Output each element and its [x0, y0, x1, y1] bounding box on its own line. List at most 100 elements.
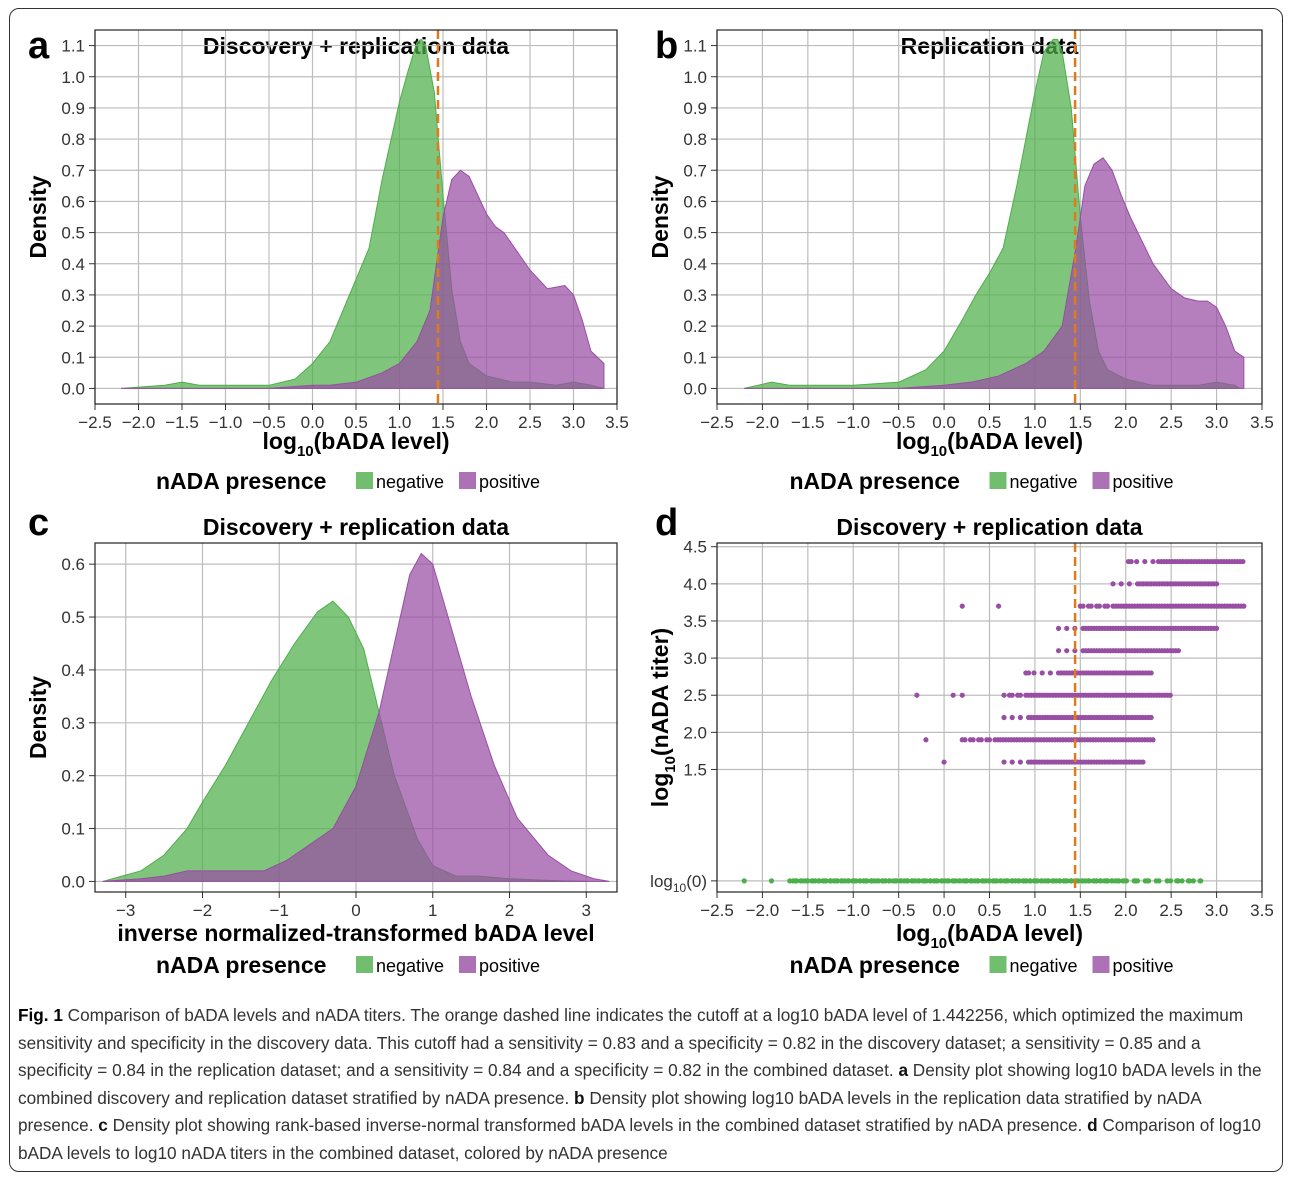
- legend-label-positive: positive: [479, 472, 540, 492]
- grid: [711, 543, 1263, 898]
- x-tick-label: 1: [428, 901, 437, 920]
- x-tick-label: −1.0: [836, 413, 870, 432]
- legend-title: nADA presence: [790, 468, 960, 494]
- y-tick-label: 0.1: [61, 820, 85, 839]
- caption-c-label: c: [98, 1115, 108, 1135]
- y-axis-label: Density: [647, 175, 673, 258]
- point-positive: [1213, 581, 1220, 587]
- y-tick-label: 0.7: [61, 161, 85, 180]
- point-negative: [741, 878, 747, 884]
- x-tick-label: −2.5: [78, 413, 112, 432]
- caption-d-text: Comparison of log10 bADA levels to log10…: [18, 1115, 1261, 1163]
- x-tick-label: −2.0: [746, 901, 780, 920]
- panel-b: bReplication data−2.5−2.0−1.5−1.0−0.50.0…: [647, 25, 1274, 494]
- point-negative: [834, 878, 841, 884]
- point-positive: [914, 692, 920, 698]
- legend-label-negative: negative: [376, 472, 444, 492]
- y-tick-label: 0.0: [61, 872, 85, 891]
- x-axis-label: log10(bADA level): [896, 428, 1083, 460]
- y-tick-label: 1.0: [683, 68, 707, 87]
- point-positive: [978, 737, 984, 743]
- point-positive: [1104, 603, 1111, 609]
- point-positive: [1148, 670, 1154, 676]
- data-layer: [102, 552, 610, 882]
- point-positive: [1064, 625, 1070, 631]
- x-tick-label: −1.5: [165, 413, 199, 432]
- data-layer: [741, 558, 1247, 884]
- point-positive: [1148, 714, 1154, 721]
- x-tick-label: 1.0: [1023, 901, 1047, 920]
- point-negative: [1075, 878, 1081, 884]
- point-positive: [1025, 670, 1032, 676]
- point-positive: [1031, 670, 1037, 676]
- panel-a: aDiscovery + replication data−2.5−2.0−1.…: [25, 25, 629, 494]
- x-tick-label: 0.5: [344, 413, 368, 432]
- point-positive: [986, 737, 993, 743]
- x-tick-label: 3.0: [1205, 413, 1229, 432]
- caption-fig-label: Fig. 1: [18, 1005, 63, 1025]
- point-positive: [1088, 603, 1094, 609]
- plot-border: [94, 542, 618, 893]
- legend-key-positive: [459, 472, 476, 489]
- point-negative: [1175, 878, 1181, 884]
- x-tick-label: 2.0: [1114, 901, 1138, 920]
- y-tick-label: 0.5: [61, 608, 85, 627]
- legend: nADA presence negative positive: [156, 952, 540, 978]
- y-tick-label: 0.2: [683, 317, 707, 336]
- x-tick-label: 2.5: [1159, 413, 1183, 432]
- caption-b-label: b: [574, 1087, 585, 1108]
- point-positive: [1055, 625, 1062, 631]
- y-tick-label: 0.0: [61, 379, 85, 398]
- x-tick-label: −2.5: [700, 901, 734, 920]
- plot-border: [716, 29, 1263, 405]
- x-tick-label: −2.5: [700, 413, 734, 432]
- point-positive: [1001, 692, 1007, 698]
- x-tick-label: −1.5: [791, 901, 825, 920]
- point-positive: [1017, 692, 1023, 698]
- point-positive: [1009, 692, 1015, 698]
- point-positive: [941, 759, 947, 765]
- point-negative: [887, 878, 893, 884]
- y-tick-label: 1.0: [61, 68, 85, 87]
- y-tick-label: 4.0: [683, 575, 707, 594]
- figure-caption: Fig. 1 Comparison of bADA levels and nAD…: [18, 1002, 1268, 1167]
- x-tick-label: 3.0: [1205, 901, 1229, 920]
- point-positive: [970, 737, 976, 743]
- x-axis-label: log10(bADA level): [262, 428, 449, 460]
- y-tick-label: 0.6: [61, 192, 85, 211]
- point-positive: [1017, 759, 1023, 765]
- point-negative: [946, 878, 952, 884]
- plot-border: [716, 542, 1263, 893]
- y-tick-label: 0.0: [683, 379, 707, 398]
- point-negative: [1198, 878, 1204, 884]
- y-tick-label: 0.9: [61, 99, 85, 118]
- x-tick-label: 3.5: [605, 413, 629, 432]
- point-positive: [1134, 558, 1140, 565]
- legend-key-negative: [989, 956, 1007, 973]
- y-axis-label: log10(nADA titer): [647, 628, 679, 807]
- caption-text: Comparison of bADA levels and nADA titer…: [18, 1005, 1244, 1080]
- x-tick-label: 3: [582, 901, 591, 920]
- x-tick-label: 1.5: [1069, 901, 1093, 920]
- point-negative: [957, 878, 963, 884]
- figure-canvas: a Discovery + replication data −2.5 −2.0 −1.…: [25, 25, 1274, 978]
- point-positive: [1009, 714, 1015, 721]
- chart-title: Discovery + replication data: [836, 514, 1142, 540]
- point-positive: [1118, 581, 1124, 587]
- x-tick-label: 0.5: [978, 901, 1002, 920]
- panel-c: c Discovery + replication data −3 −2 −1 0 1 2 3 0…: [25, 502, 618, 978]
- point-negative: [846, 878, 852, 884]
- point-positive: [1017, 714, 1023, 721]
- legend-key-negative: [356, 472, 373, 489]
- legend-key-positive: [1092, 956, 1110, 973]
- x-tick-label: −0.5: [882, 901, 916, 920]
- x-tick-label: 2: [505, 901, 514, 920]
- point-negative: [1146, 878, 1152, 884]
- x-tick-label: 0.5: [978, 413, 1002, 432]
- x-tick-label: 1.0: [1023, 413, 1047, 432]
- point-positive: [959, 692, 965, 698]
- legend-label-positive: positive: [479, 956, 540, 976]
- chart-title: Discovery + replication data: [203, 514, 509, 540]
- point-negative: [1005, 878, 1011, 884]
- point-positive: [1001, 759, 1007, 765]
